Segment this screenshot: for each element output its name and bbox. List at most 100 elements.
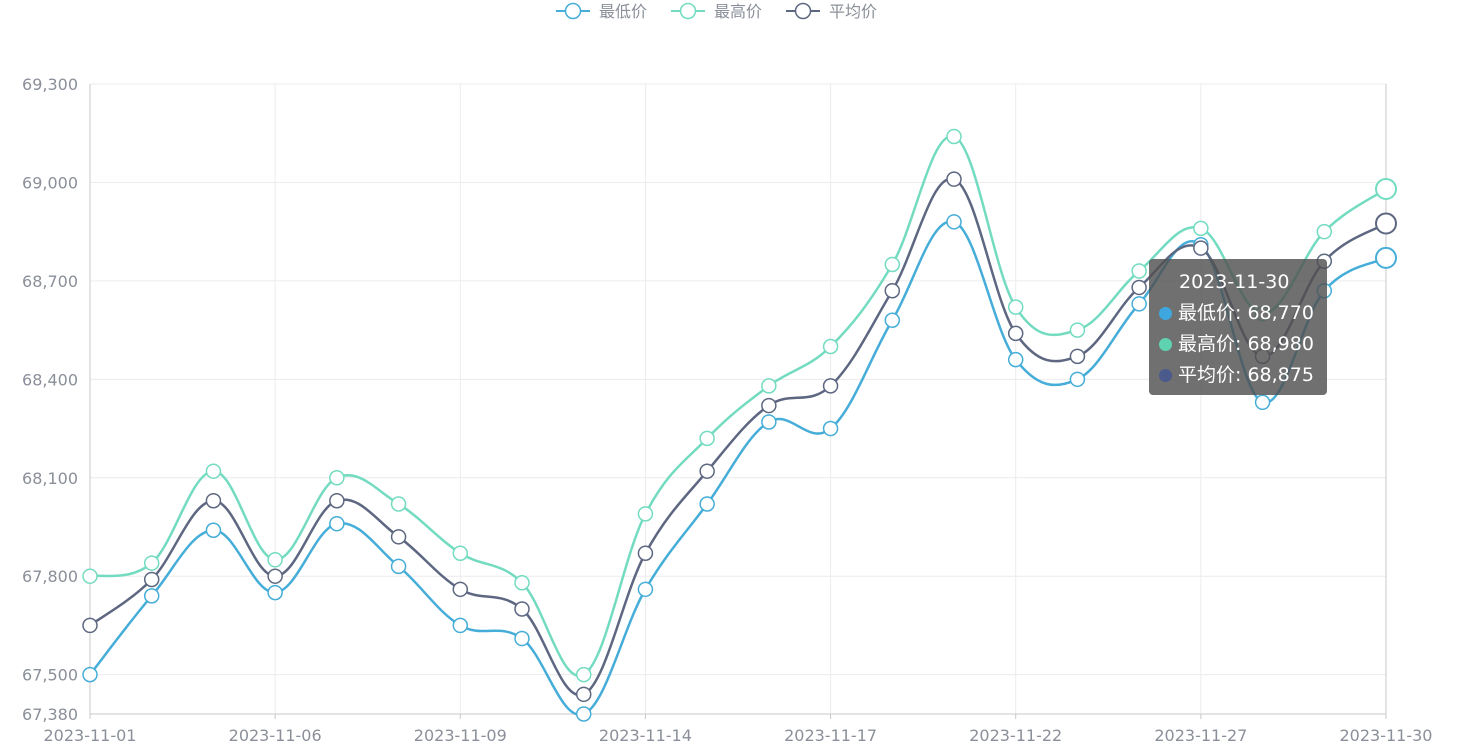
data-point-avg[interactable] — [1193, 240, 1209, 256]
data-point-avg[interactable] — [699, 463, 715, 479]
legend-item-low[interactable]: 最低价 — [556, 2, 647, 21]
legend-swatch-marker — [679, 2, 697, 20]
tooltip-value-high: 68,980 — [1247, 333, 1314, 355]
data-point-avg[interactable] — [267, 568, 283, 584]
data-point-avg[interactable] — [1069, 348, 1086, 365]
legend-label: 最低价 — [599, 2, 647, 21]
data-point-low[interactable] — [267, 584, 283, 601]
data-point-low[interactable] — [946, 214, 962, 230]
data-point-low[interactable] — [452, 617, 469, 634]
y-tick-label: 67,500 — [22, 666, 78, 685]
data-point-high[interactable] — [1131, 263, 1147, 279]
data-point-low[interactable] — [761, 414, 777, 430]
data-point-avg[interactable] — [452, 581, 469, 598]
tooltip-dot-high — [1159, 338, 1172, 351]
tooltip-row-avg: 平均价: 68,875 — [1159, 360, 1317, 391]
data-point-high[interactable] — [761, 378, 777, 394]
data-point-avg[interactable] — [884, 282, 901, 299]
legend-swatch-marker — [794, 2, 812, 20]
data-point-high[interactable] — [946, 128, 962, 145]
data-point-avg[interactable] — [575, 686, 592, 703]
x-tick-label: 2023-11-09 — [414, 726, 507, 745]
data-point-low[interactable] — [699, 496, 715, 512]
legend-item-avg[interactable]: 平均价 — [786, 2, 877, 21]
data-point-avg[interactable] — [1007, 325, 1024, 342]
y-tick-label: 68,400 — [22, 370, 78, 389]
data-point-avg[interactable] — [82, 617, 98, 634]
data-point-high[interactable] — [143, 555, 160, 571]
data-point-high[interactable] — [699, 430, 715, 447]
data-point-high[interactable] — [390, 496, 407, 512]
y-tick-label: 69,300 — [22, 75, 78, 94]
tooltip-label-high: 最高价 — [1178, 333, 1236, 355]
data-point-low[interactable] — [1131, 296, 1147, 312]
data-point-high[interactable] — [452, 545, 469, 561]
data-point-low[interactable] — [1375, 246, 1397, 269]
data-point-high[interactable] — [637, 506, 654, 522]
data-point-avg[interactable] — [390, 529, 407, 545]
data-point-avg[interactable] — [1375, 212, 1397, 235]
data-point-high[interactable] — [1007, 299, 1024, 315]
series-points[interactable] — [82, 128, 1397, 722]
tooltip-dot-avg — [1159, 369, 1172, 382]
data-point-high[interactable] — [1193, 220, 1209, 237]
legend[interactable]: 最低价 最高价 平均价 — [556, 2, 877, 21]
tooltip-dot-low — [1159, 307, 1172, 320]
grid-lines — [90, 83, 1386, 714]
data-point-high[interactable] — [514, 575, 530, 591]
axes: 67,380 67,500 67,800 68,100 68,400 68,700 69,0… — [22, 75, 1432, 745]
x-tick-label: 2023-11-17 — [784, 726, 877, 745]
data-point-low[interactable] — [205, 522, 222, 538]
series-line-low — [89, 220, 1387, 716]
y-tick-label: 67,380 — [22, 705, 78, 724]
data-point-low[interactable] — [514, 630, 530, 647]
data-point-low[interactable] — [822, 420, 839, 437]
series-lines — [89, 135, 1387, 716]
data-point-avg[interactable] — [205, 492, 222, 509]
data-point-avg[interactable] — [1131, 279, 1147, 296]
data-point-low[interactable] — [390, 558, 407, 575]
tooltip-row-high: 最高价: 68,980 — [1159, 329, 1317, 360]
tooltip-label-low: 最低价 — [1178, 302, 1236, 324]
data-point-low[interactable] — [1254, 394, 1271, 411]
data-point-high[interactable] — [329, 470, 345, 486]
data-point-high[interactable] — [884, 256, 901, 273]
legend-item-high[interactable]: 最高价 — [671, 2, 762, 21]
tooltip: 2023-11-30 最低价: 68,770 最高价: 68,980 平均价: … — [1149, 259, 1327, 395]
data-point-avg[interactable] — [946, 171, 962, 187]
data-point-avg[interactable] — [143, 571, 160, 588]
tooltip-label-avg: 平均价 — [1178, 364, 1236, 386]
data-point-avg[interactable] — [514, 601, 530, 617]
data-point-high[interactable] — [267, 552, 283, 568]
data-point-avg[interactable] — [822, 378, 839, 394]
data-point-low[interactable] — [575, 706, 592, 722]
tooltip-title: 2023-11-30 — [1179, 271, 1290, 293]
tooltip-value-low: 68,770 — [1247, 302, 1314, 324]
tooltip-value-avg: 68,875 — [1247, 364, 1314, 386]
data-point-avg[interactable] — [637, 545, 654, 561]
data-point-high[interactable] — [1375, 178, 1397, 200]
data-point-low[interactable] — [82, 666, 98, 683]
data-point-low[interactable] — [1007, 351, 1024, 368]
series-line-avg — [89, 177, 1387, 697]
x-tick-label: 2023-11-30 — [1340, 726, 1433, 745]
data-point-high[interactable] — [82, 568, 98, 584]
x-tick-label: 2023-11-01 — [44, 726, 137, 745]
data-point-high[interactable] — [822, 338, 839, 355]
data-point-high[interactable] — [1316, 223, 1333, 240]
data-point-avg[interactable] — [761, 397, 777, 414]
data-point-high[interactable] — [575, 666, 592, 683]
x-tick-label: 2023-11-22 — [969, 726, 1062, 745]
y-tick-label: 67,800 — [22, 567, 78, 586]
legend-label: 平均价 — [829, 2, 877, 21]
y-tick-label: 68,100 — [22, 469, 78, 488]
data-point-low[interactable] — [637, 581, 654, 598]
data-point-avg[interactable] — [329, 492, 345, 509]
data-point-low[interactable] — [329, 515, 345, 532]
data-point-high[interactable] — [1069, 322, 1086, 338]
data-point-low[interactable] — [143, 588, 160, 604]
data-point-high[interactable] — [205, 463, 222, 479]
y-tick-label: 68,700 — [22, 272, 78, 291]
data-point-low[interactable] — [884, 312, 901, 328]
data-point-low[interactable] — [1069, 371, 1086, 388]
